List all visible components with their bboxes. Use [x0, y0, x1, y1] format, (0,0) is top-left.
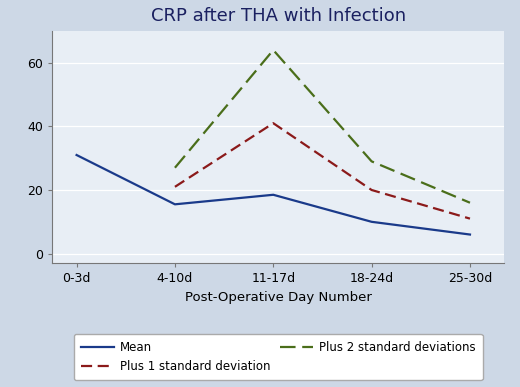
Title: CRP after THA with Infection: CRP after THA with Infection	[151, 7, 406, 25]
X-axis label: Post-Operative Day Number: Post-Operative Day Number	[185, 291, 372, 304]
Legend: Mean, Plus 1 standard deviation, Plus 2 standard deviations: Mean, Plus 1 standard deviation, Plus 2 …	[74, 334, 483, 380]
